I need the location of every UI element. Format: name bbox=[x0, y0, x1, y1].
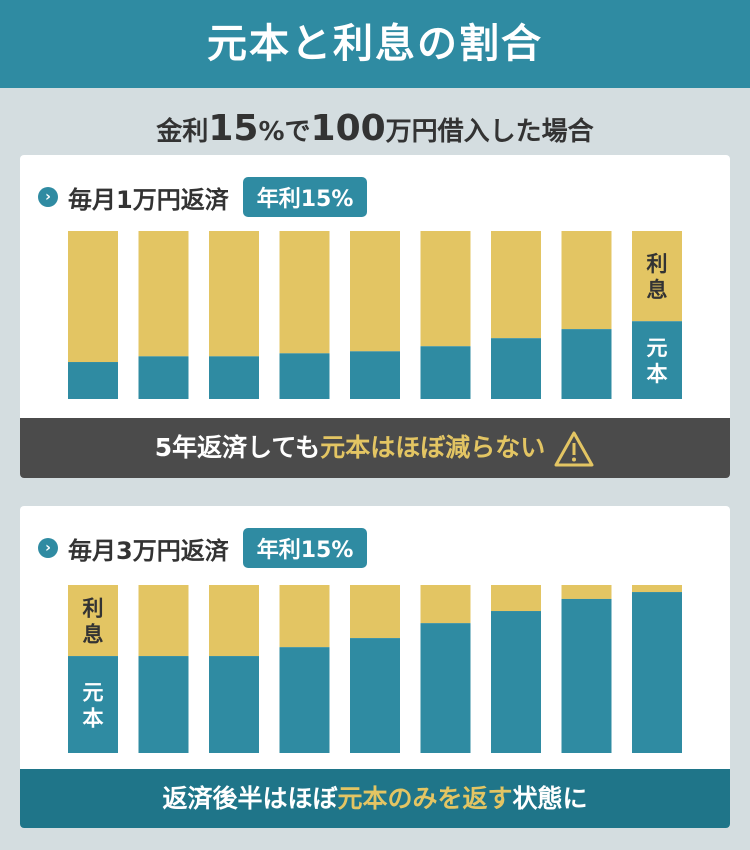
bar-interest-0 bbox=[68, 585, 118, 657]
bar-interest-7 bbox=[561, 231, 612, 330]
chart-footer: 返済後半はほぼ元本のみを返す状態に bbox=[20, 769, 730, 828]
footer-text: 5年返済しても bbox=[154, 433, 321, 462]
bar-principal-1 bbox=[138, 356, 189, 399]
bar-interest-6 bbox=[491, 585, 541, 612]
footer-highlight: 元本はほぼ減らない bbox=[320, 433, 546, 462]
bar-principal-4 bbox=[350, 638, 400, 753]
bar-interest-8 bbox=[632, 231, 682, 322]
chart-footer: 5年返済しても元本はほぼ減らない bbox=[20, 418, 730, 478]
legend-principal-label: 元 bbox=[647, 336, 668, 360]
bar-interest-4 bbox=[350, 231, 400, 352]
bar-principal-8 bbox=[632, 321, 682, 399]
subtitle-text: で bbox=[284, 117, 311, 147]
chart-title: › 毎月3万円返済 年利15% bbox=[38, 528, 368, 568]
bar-interest-1 bbox=[138, 585, 189, 657]
rate-badge: 年利15% bbox=[242, 528, 368, 568]
bar-interest-4 bbox=[350, 585, 400, 639]
subtitle-text: 金利 bbox=[156, 117, 209, 147]
subtitle-amount: 100 bbox=[310, 108, 386, 149]
chart-title-text: 毎月1万円返済 bbox=[68, 185, 229, 214]
bar-principal-5 bbox=[420, 623, 471, 753]
bar-interest-2 bbox=[209, 585, 259, 657]
footer-highlight: 元本のみを返す bbox=[337, 784, 513, 813]
bar-interest-7 bbox=[561, 585, 612, 599]
bar-principal-7 bbox=[561, 598, 612, 753]
bar-principal-4 bbox=[350, 351, 400, 399]
legend-interest-label: 息 bbox=[647, 278, 668, 302]
bar-interest-5 bbox=[420, 231, 471, 347]
bar-interest-1 bbox=[138, 231, 189, 357]
legend-principal-label: 元 bbox=[83, 681, 104, 705]
bar-interest-2 bbox=[209, 231, 259, 357]
chart-card-2: › 毎月3万円返済 年利15% 利息元本 返済後半はほぼ元本のみを返す状態に bbox=[20, 506, 730, 828]
bar-principal-1 bbox=[138, 656, 189, 753]
bar-principal-2 bbox=[209, 656, 259, 753]
bar-interest-5 bbox=[420, 585, 471, 624]
bar-interest-0 bbox=[68, 231, 118, 363]
chart-title: › 毎月1万円返済 年利15% bbox=[38, 177, 368, 217]
warning-icon bbox=[554, 431, 594, 467]
rate-badge: 年利15% bbox=[242, 177, 368, 217]
footer-text: 返済後半はほぼ bbox=[162, 784, 338, 813]
chart-title-text: 毎月3万円返済 bbox=[68, 536, 229, 565]
bar-interest-8 bbox=[632, 585, 682, 593]
bar-principal-3 bbox=[279, 353, 330, 399]
subtitle-text: 万円借入した場合 bbox=[385, 117, 594, 147]
subtitle-rate: 15 bbox=[208, 108, 259, 149]
bar-principal-3 bbox=[279, 647, 330, 753]
bar-principal-6 bbox=[491, 611, 541, 753]
page-title: 元本と利息の割合 bbox=[0, 0, 750, 88]
bar-interest-3 bbox=[279, 231, 330, 354]
chart-card-1: › 毎月1万円返済 年利15% 利息元本 5年返済しても元本はほぼ減らない bbox=[20, 155, 730, 478]
bar-principal-0 bbox=[68, 656, 118, 753]
footer-text: 状態に bbox=[512, 784, 588, 813]
chevron-right-icon: › bbox=[38, 538, 58, 558]
subtitle-pct: % bbox=[258, 117, 285, 147]
legend-interest-label: 息 bbox=[83, 623, 104, 647]
bar-principal-2 bbox=[209, 356, 259, 399]
legend-interest-label: 利 bbox=[83, 597, 104, 621]
legend-principal-label: 本 bbox=[647, 362, 668, 386]
bar-principal-5 bbox=[420, 346, 471, 399]
bar-interest-6 bbox=[491, 231, 541, 339]
bar-principal-7 bbox=[561, 329, 612, 399]
bar-principal-6 bbox=[491, 338, 541, 399]
subtitle: 金利15%で100万円借入した場合 bbox=[0, 108, 750, 149]
legend-principal-label: 本 bbox=[83, 707, 104, 731]
bar-interest-3 bbox=[279, 585, 330, 648]
bar-principal-8 bbox=[632, 592, 682, 753]
bar-principal-0 bbox=[68, 362, 118, 399]
chevron-right-icon: › bbox=[38, 187, 58, 207]
legend-interest-label: 利 bbox=[647, 252, 668, 276]
